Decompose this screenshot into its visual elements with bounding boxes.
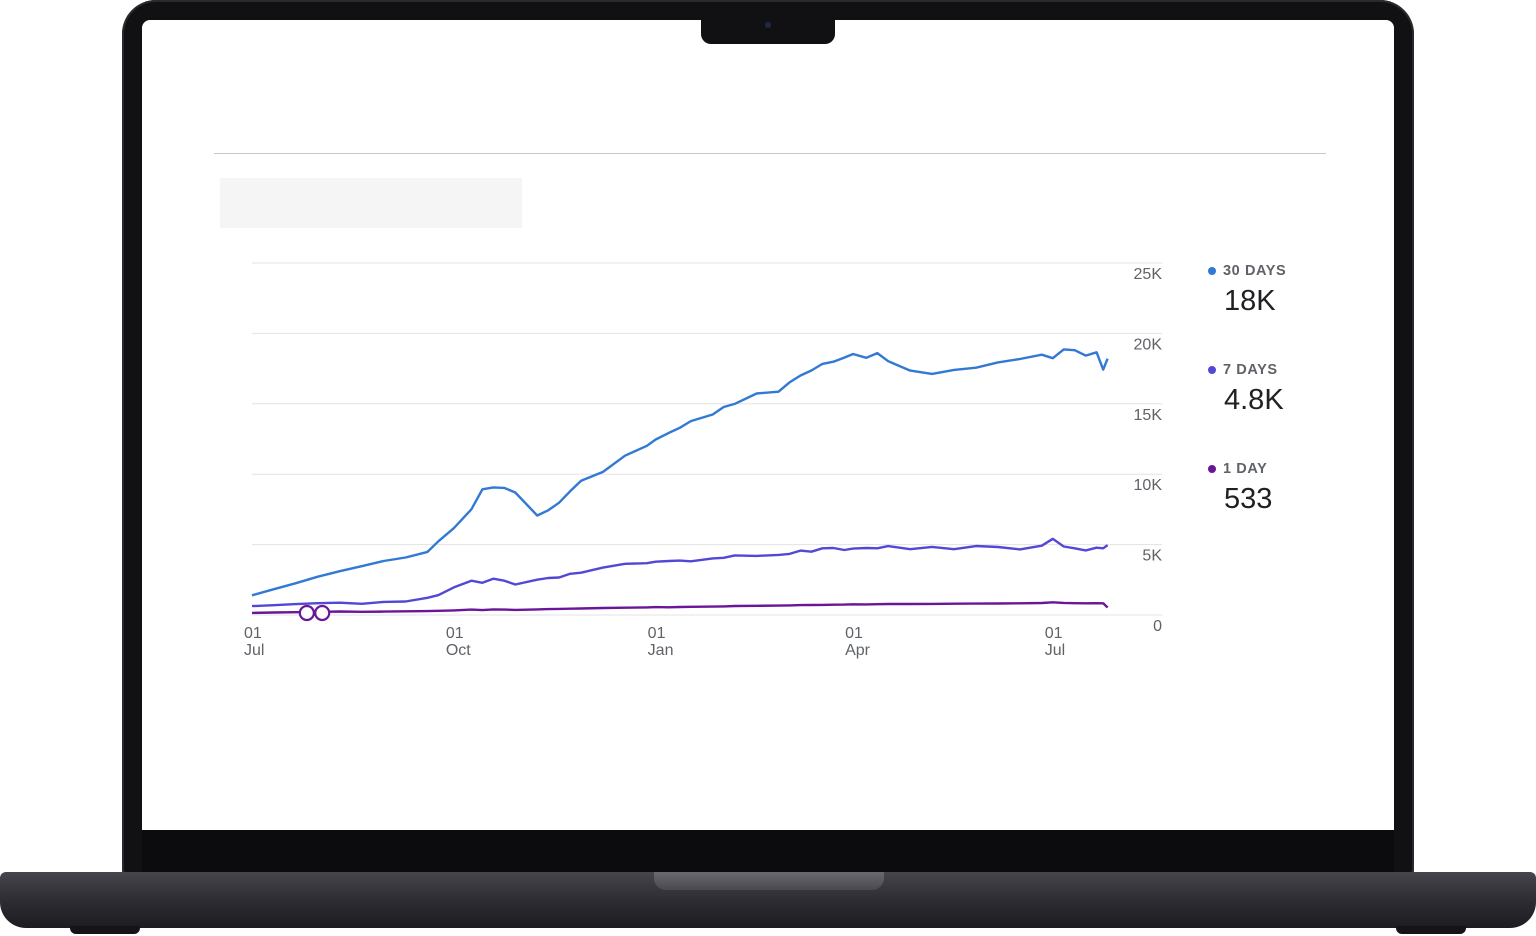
x-tick-day-label: 01 xyxy=(244,625,262,642)
laptop-chin xyxy=(142,830,1394,872)
legend-dot-icon xyxy=(1208,366,1216,374)
y-tick-label: 15K xyxy=(1134,407,1163,424)
legend-value: 533 xyxy=(1224,483,1273,515)
annotation-marker-icon xyxy=(314,604,331,622)
x-tick-day-label: 01 xyxy=(446,625,464,642)
series-line-7-days xyxy=(251,537,1109,608)
series-line-30-days xyxy=(251,348,1109,597)
series-line-1-day xyxy=(251,601,1109,615)
y-tick-label: 25K xyxy=(1134,266,1163,283)
y-axis: 25K 20K 15K 10K 5K 0 xyxy=(1134,266,1163,635)
x-tick-month-label: Jul xyxy=(244,642,264,659)
x-tick-month-label: Jul xyxy=(1045,642,1065,659)
header-divider xyxy=(214,153,1326,154)
legend-dot-icon xyxy=(1208,267,1216,275)
legend-item-30-days: 30 DAYS 18K xyxy=(1208,263,1286,318)
legend-value: 4.8K xyxy=(1224,384,1284,416)
x-tick-day-label: 01 xyxy=(648,625,666,642)
x-tick-month-label: Apr xyxy=(845,642,871,659)
legend-label: 30 DAYS xyxy=(1223,263,1287,279)
y-tick-label: 20K xyxy=(1134,336,1163,353)
legend-dot-icon xyxy=(1208,465,1216,473)
chart-series xyxy=(251,348,1109,622)
laptop-screen: 25K 20K 15K 10K 5K 0 01 Jul 01 Oct 01 Jan 01 Apr 01 Ju… xyxy=(142,20,1394,830)
laptop-hinge-groove xyxy=(654,872,884,890)
title-placeholder xyxy=(220,178,522,228)
x-tick-day-label: 01 xyxy=(845,625,863,642)
y-tick-label: 10K xyxy=(1134,477,1163,494)
x-tick-day-label: 01 xyxy=(1045,625,1063,642)
legend-value: 18K xyxy=(1224,285,1276,317)
legend-label: 7 DAYS xyxy=(1223,362,1278,378)
camera-icon xyxy=(765,22,771,28)
legend-item-7-days: 7 DAYS 4.8K xyxy=(1208,362,1284,417)
chart-grid xyxy=(252,262,1162,616)
y-tick-label: 5K xyxy=(1142,548,1162,565)
x-tick-month-label: Jan xyxy=(648,642,674,659)
y-tick-label: 0 xyxy=(1153,618,1162,635)
x-tick-month-label: Oct xyxy=(446,642,471,659)
legend-label: 1 DAY xyxy=(1223,461,1268,477)
laptop-foot-left xyxy=(70,926,140,934)
annotation-marker-icon xyxy=(298,604,315,622)
laptop-foot-right xyxy=(1396,926,1466,934)
legend-item-1-day: 1 DAY 533 xyxy=(1208,461,1272,516)
